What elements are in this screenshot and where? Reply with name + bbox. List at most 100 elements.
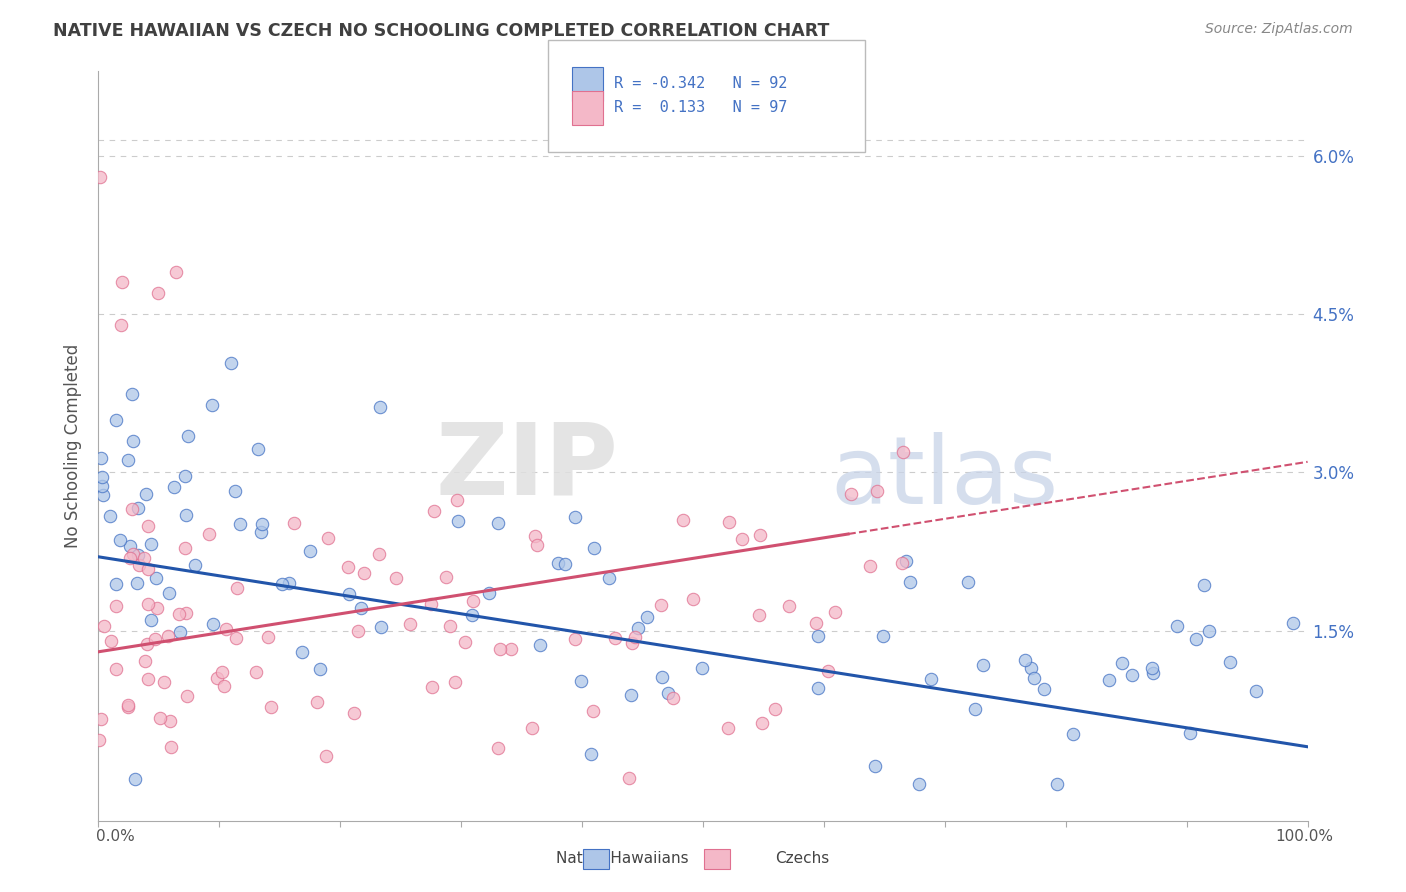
Point [108, 533, 131, 548]
Point [149, 711, 172, 725]
Point [246, 442, 269, 456]
Point [529, 638, 551, 652]
Point [1166, 619, 1188, 633]
Point [146, 601, 169, 615]
Point [127, 501, 149, 516]
Point [245, 665, 267, 680]
Point [672, 513, 695, 527]
Point [385, 571, 408, 585]
Point [554, 557, 576, 571]
Point [121, 502, 143, 516]
Point [90, 470, 112, 484]
Point [228, 516, 250, 531]
Point [219, 355, 242, 369]
Point [1282, 615, 1305, 630]
Point [91, 479, 114, 493]
Point [520, 721, 543, 735]
Point [278, 576, 301, 591]
Point [661, 691, 683, 706]
Point [486, 740, 509, 755]
Point [894, 554, 917, 568]
Point [347, 624, 370, 638]
Point [134, 654, 156, 668]
Point [132, 550, 155, 565]
Point [105, 662, 128, 676]
Point [778, 599, 800, 613]
Point [489, 641, 512, 656]
Point [214, 679, 236, 693]
Point [169, 625, 191, 640]
Text: Source: ZipAtlas.com: Source: ZipAtlas.com [1205, 22, 1353, 37]
Point [368, 400, 391, 414]
Point [526, 538, 548, 552]
Point [446, 493, 468, 508]
Point [143, 632, 166, 646]
Point [824, 605, 846, 619]
Point [136, 597, 159, 611]
Point [157, 629, 180, 643]
Point [731, 532, 754, 546]
Point [717, 722, 740, 736]
Point [478, 586, 501, 600]
Point [569, 674, 592, 689]
Point [163, 481, 186, 495]
Point [225, 631, 247, 645]
Point [1019, 661, 1042, 675]
Point [863, 758, 886, 772]
Point [201, 617, 224, 632]
Point [1244, 683, 1267, 698]
Point [1142, 666, 1164, 681]
Point [617, 771, 640, 785]
Point [859, 558, 882, 573]
Point [125, 576, 148, 591]
Point [316, 531, 339, 545]
Text: atlas: atlas [831, 432, 1059, 524]
Point [370, 620, 392, 634]
Point [173, 541, 195, 556]
Point [420, 597, 443, 611]
Point [337, 560, 360, 574]
Point [1198, 624, 1220, 639]
Point [920, 672, 942, 686]
Point [105, 412, 128, 426]
Point [205, 671, 228, 685]
Point [121, 547, 143, 561]
Point [620, 688, 643, 702]
Point [174, 468, 197, 483]
Point [444, 675, 467, 690]
Point [872, 629, 894, 643]
Y-axis label: No Schooling Completed: No Schooling Completed [65, 344, 83, 548]
Point [582, 704, 605, 718]
Point [1121, 668, 1143, 682]
Point [866, 483, 889, 498]
Point [423, 504, 446, 518]
Point [908, 777, 931, 791]
Point [1178, 726, 1201, 740]
Point [214, 623, 236, 637]
Text: R = -0.342   N = 92: R = -0.342 N = 92 [614, 77, 787, 91]
Point [398, 616, 420, 631]
Point [291, 645, 314, 659]
Point [197, 527, 219, 541]
Point [454, 635, 477, 649]
Point [283, 516, 305, 531]
Point [1014, 653, 1036, 667]
Point [547, 556, 569, 570]
Point [748, 607, 770, 622]
Point [972, 658, 994, 673]
Point [127, 548, 149, 562]
Point [624, 630, 647, 644]
Point [1185, 632, 1208, 647]
Point [139, 537, 162, 551]
Point [270, 577, 292, 591]
Point [128, 558, 150, 572]
Point [748, 528, 770, 542]
Point [224, 484, 246, 499]
Point [1022, 671, 1045, 685]
Point [256, 630, 278, 644]
Point [499, 642, 522, 657]
Point [1098, 673, 1121, 688]
Point [898, 574, 921, 589]
Point [1194, 578, 1216, 592]
Point [117, 453, 139, 467]
